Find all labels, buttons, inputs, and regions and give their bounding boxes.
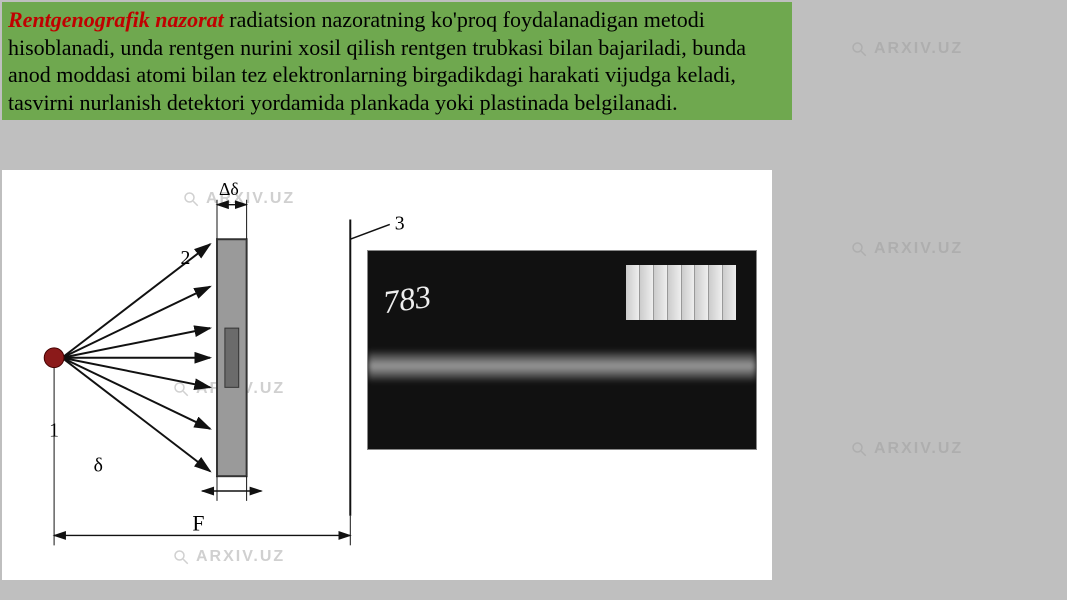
radiograph-photo: 783 [367, 250, 757, 450]
description-textbox: Rentgenografik nazorat radiatsion nazora… [2, 2, 792, 120]
label-delta: δ [94, 454, 103, 476]
figure-container: ARXIV.UZ ARXIV.UZ ARXIV.UZ [2, 170, 772, 580]
label-F: F [192, 512, 204, 536]
watermark: ARXIV.UZ [850, 240, 963, 258]
radiography-diagram: 1 2 3 Δδ δ F [12, 180, 422, 570]
lead-term: Rentgenografik nazorat [8, 7, 224, 32]
ray-group [62, 244, 210, 471]
label-ddelta: Δδ [219, 180, 239, 199]
watermark: ARXIV.UZ [850, 40, 963, 58]
iqi-gauge [626, 265, 736, 320]
watermark: ARXIV.UZ [850, 440, 963, 458]
label-3: 3 [395, 212, 405, 234]
label-1: 1 [49, 420, 59, 442]
watermark-text: ARXIV.UZ [874, 40, 963, 58]
weld-seam [368, 351, 756, 381]
label-2: 2 [180, 247, 190, 269]
defect [225, 328, 239, 387]
watermark-text: ARXIV.UZ [874, 240, 963, 258]
photo-mark: 783 [381, 278, 434, 321]
watermark-text: ARXIV.UZ [874, 440, 963, 458]
radiation-source [44, 348, 64, 368]
